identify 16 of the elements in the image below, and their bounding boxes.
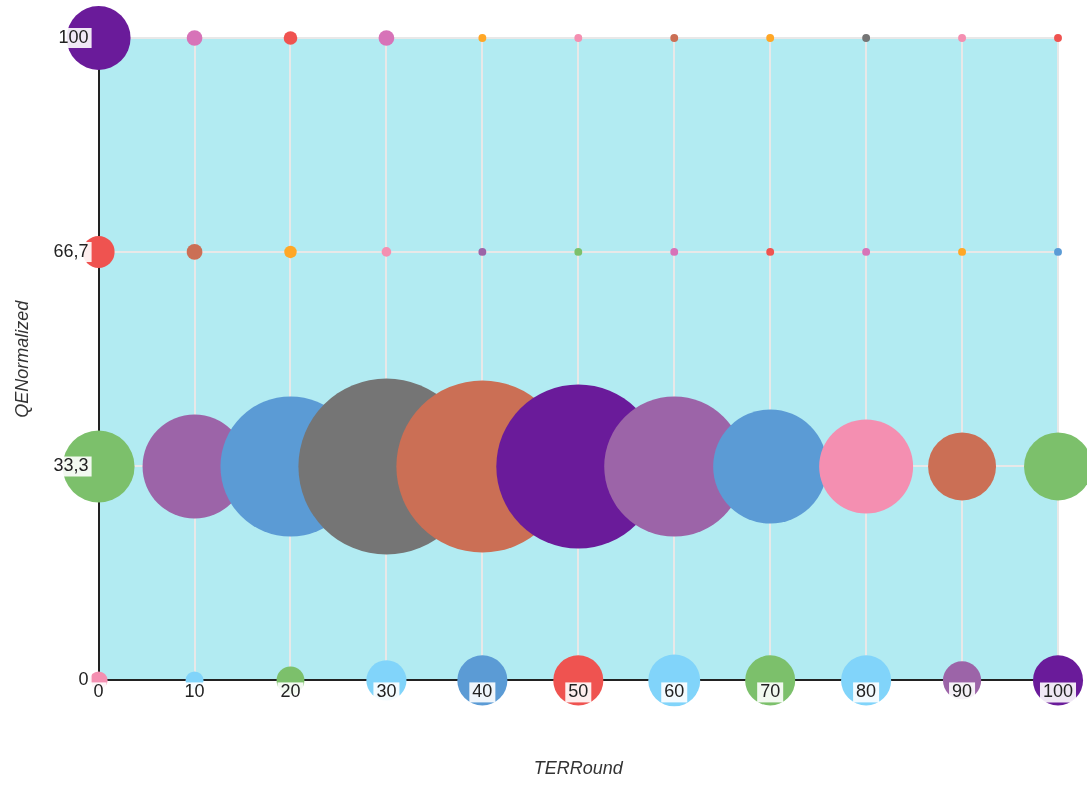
y-axis-title: QENormalized	[11, 299, 32, 418]
x-axis-title: TERRound	[533, 758, 624, 779]
x-tick-label: 40	[472, 681, 493, 702]
x-tick-label: 0	[93, 681, 104, 702]
x-tick-label: 10	[184, 681, 205, 702]
x-tick-label: 80	[856, 681, 877, 702]
x-tick-label: 50	[568, 681, 589, 702]
x-tick-label: 70	[760, 681, 781, 702]
x-tick-label: 30	[376, 681, 397, 702]
x-tick-label: 60	[664, 681, 685, 702]
x-tick-label: 20	[280, 681, 301, 702]
y-tick-label: 100	[58, 26, 89, 47]
x-tick-label: 90	[952, 681, 973, 702]
y-tick-label: 66,7	[53, 240, 89, 261]
x-tick-label: 100	[1042, 681, 1074, 702]
y-tick-label: 33,3	[53, 455, 89, 476]
